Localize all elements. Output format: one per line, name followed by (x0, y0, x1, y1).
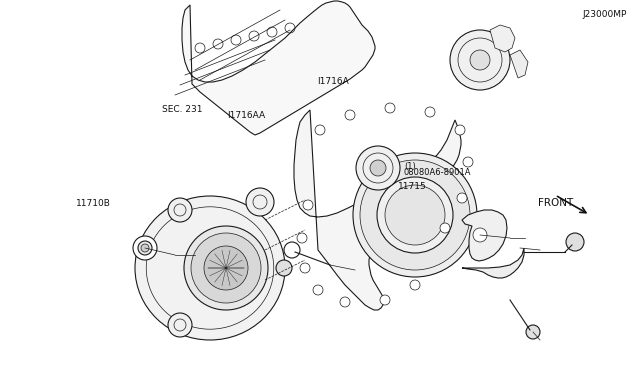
Circle shape (410, 280, 420, 290)
Text: FRONT: FRONT (538, 198, 573, 208)
Text: I1716AA: I1716AA (227, 111, 266, 120)
Circle shape (470, 50, 490, 70)
Circle shape (340, 297, 350, 307)
Circle shape (297, 233, 307, 243)
Circle shape (191, 233, 261, 303)
Circle shape (455, 125, 465, 135)
Circle shape (356, 146, 400, 190)
Ellipse shape (135, 196, 285, 340)
Circle shape (246, 188, 274, 216)
Text: 11715: 11715 (398, 182, 427, 190)
Circle shape (457, 193, 467, 203)
Circle shape (138, 241, 152, 255)
Polygon shape (294, 110, 461, 310)
Polygon shape (182, 1, 375, 135)
Circle shape (303, 200, 313, 210)
Circle shape (276, 260, 292, 276)
Polygon shape (462, 248, 524, 278)
Circle shape (184, 226, 268, 310)
Circle shape (284, 242, 300, 258)
Text: I1716A: I1716A (317, 77, 349, 86)
Circle shape (133, 236, 157, 260)
Polygon shape (462, 210, 507, 261)
Circle shape (440, 223, 450, 233)
Circle shape (370, 160, 386, 176)
Circle shape (380, 295, 390, 305)
Circle shape (377, 177, 453, 253)
Circle shape (425, 107, 435, 117)
Circle shape (360, 160, 470, 270)
Polygon shape (490, 25, 515, 52)
Circle shape (385, 185, 445, 245)
Circle shape (463, 157, 473, 167)
Text: 11710B: 11710B (76, 199, 110, 208)
Polygon shape (510, 50, 528, 78)
Circle shape (313, 285, 323, 295)
Circle shape (315, 125, 325, 135)
Circle shape (385, 103, 395, 113)
Text: J23000MP: J23000MP (583, 10, 627, 19)
Text: SEC. 231: SEC. 231 (162, 105, 203, 114)
Text: (1): (1) (404, 162, 416, 171)
Circle shape (566, 233, 584, 251)
Circle shape (450, 30, 510, 90)
Circle shape (204, 246, 248, 290)
Circle shape (168, 198, 192, 222)
Circle shape (141, 244, 149, 252)
Circle shape (353, 153, 477, 277)
Circle shape (168, 313, 192, 337)
Text: 08080A6-8901A: 08080A6-8901A (403, 169, 470, 177)
Circle shape (473, 228, 487, 242)
Circle shape (300, 263, 310, 273)
Circle shape (345, 110, 355, 120)
Circle shape (526, 325, 540, 339)
